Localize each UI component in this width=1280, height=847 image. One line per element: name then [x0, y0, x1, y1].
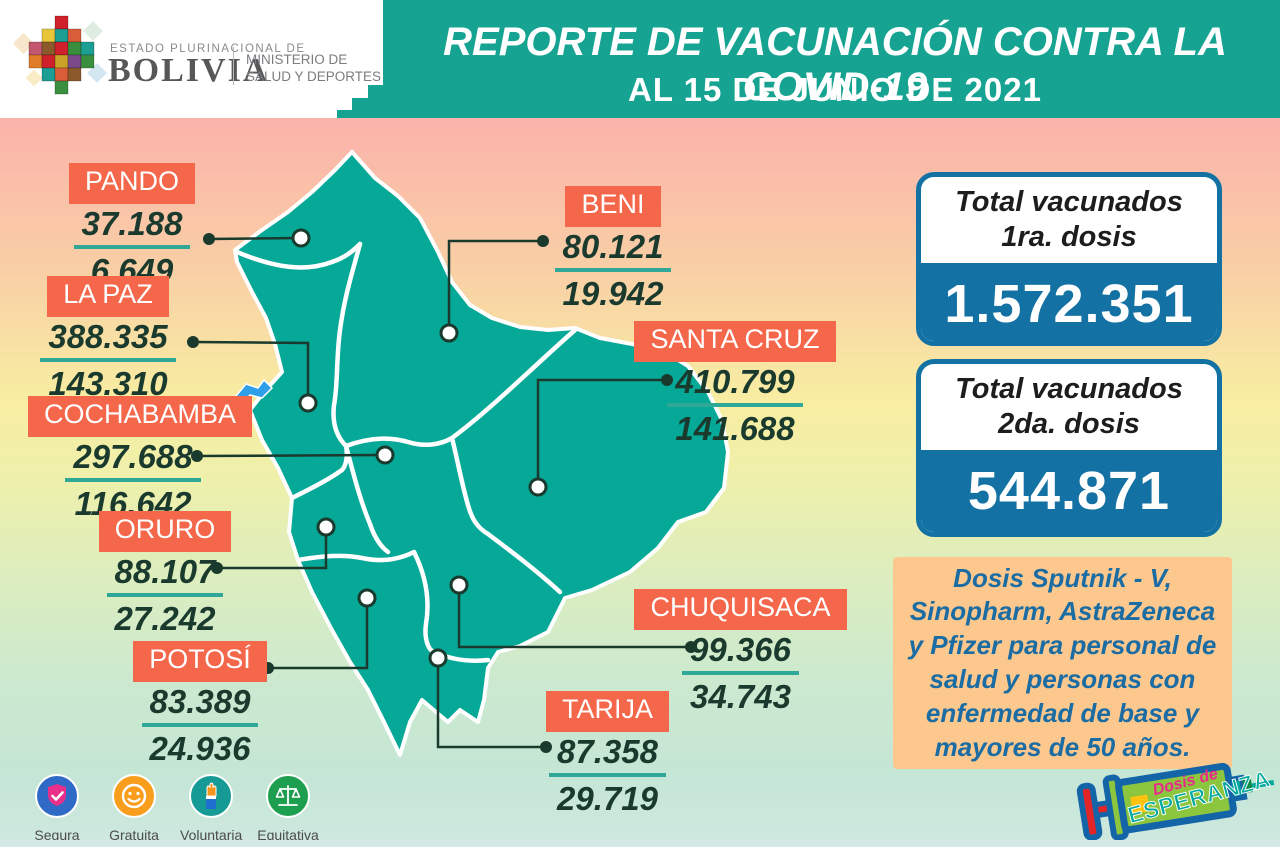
syringe-band — [1242, 779, 1253, 794]
bottom-strip — [0, 840, 1280, 847]
logo-divider — [233, 47, 234, 85]
dept-oruro-dose1: 88.107 — [90, 554, 240, 598]
smiley-icon — [112, 774, 156, 818]
dept-tarija-dose2: 29.719 — [557, 780, 658, 818]
dept-la-paz-dose2: 143.310 — [48, 365, 168, 403]
principle-segura-label: Segura — [34, 827, 80, 843]
dept-cochabamba-badge: COCHABAMBA — [28, 396, 253, 437]
total-dose1-value: 1.572.351 — [921, 262, 1217, 341]
dept-la-paz: LA PAZ 388.335 143.310 — [18, 276, 198, 402]
connector-lines — [192, 236, 691, 749]
total-dose2-value: 544.871 — [921, 449, 1217, 532]
dosis-de-esperanza-logo: Dosis de ESPERANZA — [1076, 762, 1275, 841]
dept-oruro: ORURO 88.107 27.242 — [90, 511, 240, 637]
total-dose1-box: Total vacunados 1ra. dosis 1.572.351 — [916, 172, 1222, 346]
bolivia-outline — [233, 150, 730, 757]
header-band: ESTADO PLURINACIONAL DE BOLIVIA MINISTER… — [0, 0, 1280, 118]
dept-beni-badge: BENI — [565, 186, 661, 227]
vaccine-info-box: Dosis Sputnik - V, Sinopharm, AstraZenec… — [893, 557, 1232, 769]
map-marker-la-paz — [298, 393, 318, 413]
dept-la-paz-dose1: 388.335 — [18, 319, 198, 363]
principle-equitativa: Equitativa — [257, 774, 319, 843]
map-marker-oruro — [316, 517, 336, 537]
dept-pando-dose1: 37.188 — [52, 206, 212, 250]
raised-hand-icon — [189, 774, 233, 818]
total-dose2-box: Total vacunados 2da. dosis 544.871 — [916, 359, 1222, 537]
total-dose2-label: Total vacunados 2da. dosis — [955, 373, 1183, 440]
report-date: AL 15 DE JUNIO DE 2021 — [628, 71, 1042, 108]
dept-chuquisaca-dose2: 34.743 — [690, 678, 791, 716]
dept-potosi: POTOSÍ 83.389 24.936 — [130, 641, 270, 767]
map-marker-tarija — [428, 648, 448, 668]
dept-tarija-dose1: 87.358 — [535, 734, 680, 778]
dept-la-paz-badge: LA PAZ — [47, 276, 169, 317]
dept-beni-dose2: 19.942 — [562, 275, 664, 313]
dept-santa-cruz: SANTA CRUZ 410.799 141.688 — [620, 321, 850, 447]
vaccine-info-text: Dosis Sputnik - V, Sinopharm, AstraZenec… — [908, 562, 1217, 762]
logo-bolivia-text: BOLIVIA — [108, 52, 270, 89]
dept-oruro-dose2: 27.242 — [114, 600, 216, 638]
dept-chuquisaca: CHUQUISACA 99.366 34.743 — [628, 589, 853, 715]
vaccination-principles: Segura Gratuita Voluntaria — [26, 774, 319, 843]
dept-pando: PANDO 37.188 6.649 — [52, 163, 212, 289]
principle-voluntaria-label: Voluntaria — [180, 827, 243, 843]
principle-gratuita: Gratuita — [103, 774, 165, 843]
map-marker-cochabamba — [375, 445, 395, 465]
dept-santa-cruz-dose1: 410.799 — [620, 364, 850, 408]
shield-check-icon — [35, 774, 79, 818]
dept-cochabamba: COCHABAMBA 297.688 116.642 — [28, 396, 253, 522]
dept-pando-badge: PANDO — [68, 163, 195, 204]
map-marker-chuquisaca — [449, 575, 469, 595]
principle-equitativa-label: Equitativa — [257, 827, 319, 843]
principle-voluntaria: Voluntaria — [180, 774, 242, 843]
label-dots — [187, 233, 697, 753]
map-marker-beni — [439, 323, 459, 343]
dept-tarija: TARIJA 87.358 29.719 — [535, 691, 680, 817]
principle-segura: Segura — [26, 774, 88, 843]
dept-santa-cruz-badge: SANTA CRUZ — [634, 321, 836, 362]
dept-santa-cruz-dose2: 141.688 — [675, 410, 795, 448]
map-marker-santa-cruz — [528, 477, 548, 497]
report-title: REPORTE DE VACUNACIÓN CONTRA LA COVID-19 — [443, 20, 1227, 109]
dept-beni-dose1: 80.121 — [548, 229, 678, 273]
principle-gratuita-label: Gratuita — [109, 827, 159, 843]
map-marker-potosi — [357, 588, 377, 608]
logo-ministry-text: MINISTERIO DE SALUD Y DEPORTES — [246, 52, 382, 84]
dept-tarija-badge: TARIJA — [545, 691, 669, 732]
dept-beni: BENI 80.121 19.942 — [548, 186, 678, 312]
dept-chuquisaca-badge: CHUQUISACA — [634, 589, 847, 630]
scales-icon — [266, 774, 310, 818]
dept-chuquisaca-dose1: 99.366 — [628, 632, 853, 676]
map-marker-pando — [291, 228, 311, 248]
total-dose1-label: Total vacunados 1ra. dosis — [955, 186, 1183, 253]
dept-potosi-badge: POTOSÍ — [133, 641, 267, 682]
syringe-needle — [1251, 780, 1275, 789]
syringe-window — [1130, 794, 1150, 814]
logo-estado-text: ESTADO PLURINACIONAL DE — [110, 43, 306, 55]
map-markers — [291, 228, 548, 668]
dept-potosi-dose1: 83.389 — [130, 684, 270, 728]
bolivia-state-logo — [14, 15, 107, 95]
dept-oruro-badge: ORURO — [98, 511, 232, 552]
dept-cochabamba-dose1: 297.688 — [28, 439, 238, 483]
dept-potosi-dose2: 24.936 — [149, 730, 251, 768]
